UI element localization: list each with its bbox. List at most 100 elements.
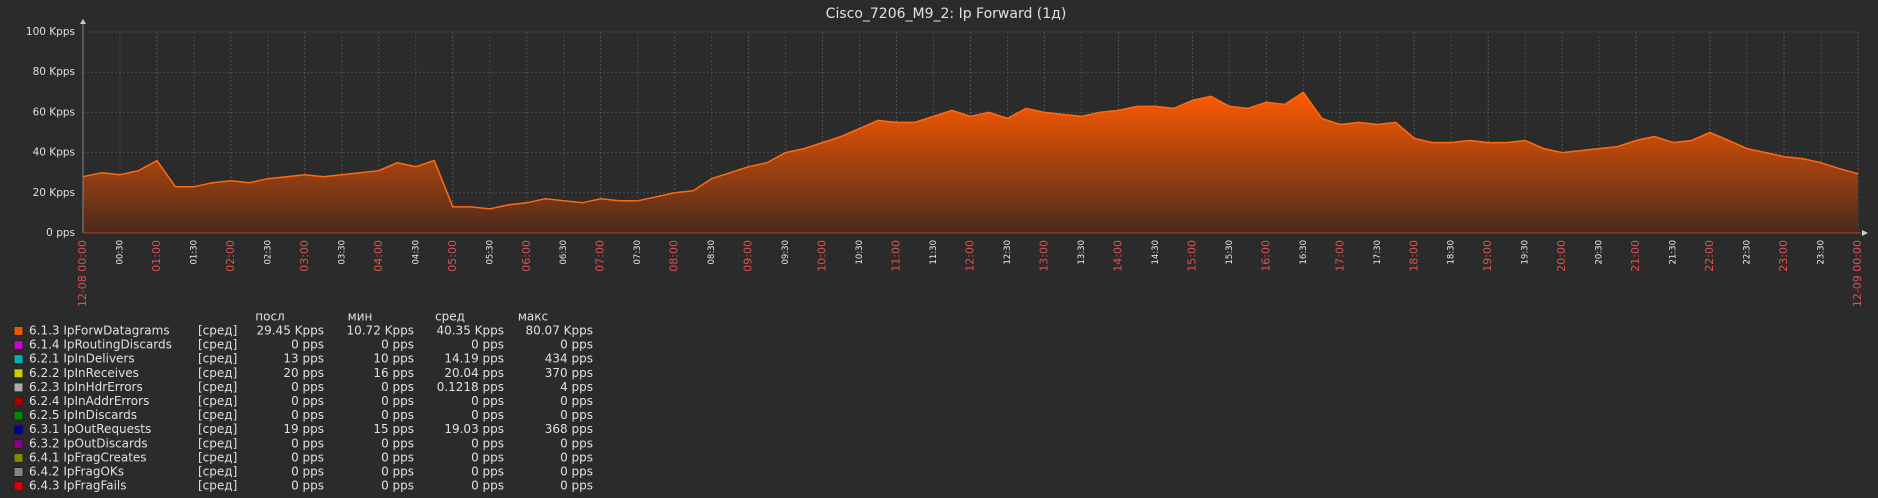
area	[83, 92, 1858, 233]
x-tick-label: 07:30	[633, 240, 643, 265]
legend-name: 6.4.1 IpFragCreates	[29, 450, 147, 464]
y-tick-label: 60 Kpps	[33, 106, 75, 118]
legend-name: 6.1.4 IpRoutingDiscards	[29, 338, 172, 352]
x-tick-label: 10:30	[855, 240, 865, 265]
legend-swatch	[13, 410, 24, 421]
legend-stat: 434 pps	[545, 352, 593, 366]
x-tick-label: 20:30	[1595, 240, 1605, 265]
legend-function: [сред]	[198, 324, 237, 338]
legend-name: 6.1.3 IpForwDatagrams	[29, 324, 170, 338]
x-tick-label: 02:00	[224, 240, 237, 272]
legend-stat: 0 pps	[291, 436, 324, 450]
x-tick-label: 22:30	[1743, 240, 1753, 265]
legend-stat: 0 pps	[471, 436, 504, 450]
legend-swatch	[13, 424, 24, 435]
x-tick-label: 03:00	[298, 240, 311, 272]
legend-stat: 368 pps	[545, 422, 593, 436]
x-axis-arrow	[1862, 230, 1868, 236]
x-tick-label: 17:00	[1333, 240, 1346, 272]
legend-function: [сред]	[198, 479, 237, 493]
legend-stat: 0 pps	[381, 338, 414, 352]
legend-function: [сред]	[198, 465, 237, 479]
legend-stat: 0 pps	[560, 408, 593, 422]
legend-function: [сред]	[198, 394, 237, 408]
legend-stat: 0 pps	[381, 436, 414, 450]
legend-stat: 80.07 Kpps	[525, 324, 593, 338]
legend-name: 6.2.3 IpInHdrErrors	[29, 380, 143, 394]
legend-stat: 0 pps	[381, 394, 414, 408]
x-tick-label: 01:30	[189, 240, 199, 265]
x-tick-label: 23:30	[1817, 240, 1827, 265]
x-tick-label: 07:00	[594, 240, 607, 272]
legend-stat: 0 pps	[560, 465, 593, 479]
x-tick-label: 12:00	[964, 240, 977, 272]
legend-function: [сред]	[198, 338, 237, 352]
x-tick-label: 19:00	[1481, 240, 1494, 272]
x-tick-label: 19:30	[1521, 240, 1531, 265]
legend-stat: 4 pps	[560, 380, 593, 394]
legend-swatch	[13, 368, 24, 379]
x-tick-label: 23:00	[1777, 240, 1790, 272]
x-tick-label: 16:00	[1259, 240, 1272, 272]
x-tick-label: 11:00	[890, 240, 903, 272]
x-tick-label: 16:30	[1299, 240, 1309, 265]
x-tick-label: 13:30	[1077, 240, 1087, 265]
x-tick-label: 08:00	[668, 240, 681, 272]
legend-stat: 20.04 pps	[444, 366, 504, 380]
y-axis-arrow	[80, 19, 86, 24]
x-tick-label: 04:30	[411, 240, 421, 265]
x-tick-label: 21:00	[1629, 240, 1642, 272]
legend-function: [сред]	[198, 450, 237, 464]
legend-stat: 0 pps	[381, 380, 414, 394]
y-tick-label: 20 Kpps	[33, 187, 75, 199]
legend-name: 6.2.1 IpInDelivers	[29, 352, 135, 366]
legend-swatch	[13, 467, 24, 477]
legend-name: 6.2.4 IpInAddrErrors	[29, 394, 149, 408]
x-tick-label: 18:30	[1447, 240, 1457, 265]
legend-stat: 0 pps	[291, 450, 324, 464]
x-tick-label: 05:30	[485, 240, 495, 265]
legend-stat: 0 pps	[291, 408, 324, 422]
legend-column-header: макс	[518, 310, 548, 324]
legend-stat: 0 pps	[381, 479, 414, 493]
legend-stat: 0 pps	[381, 450, 414, 464]
legend-stat: 0 pps	[291, 338, 324, 352]
x-tick-label: 15:30	[1225, 240, 1235, 265]
line	[82, 91, 1859, 210]
x-tick-label: 10:00	[816, 240, 829, 272]
legend-column-header: посл	[255, 310, 284, 324]
legend-function: [сред]	[198, 422, 237, 436]
legend-swatch	[13, 340, 24, 351]
x-tick-label: 04:00	[372, 240, 385, 272]
legend-name: 6.3.2 IpOutDiscards	[29, 436, 148, 450]
legend-stat: 0 pps	[291, 465, 324, 479]
legend-stat: 29.45 Kpps	[256, 324, 324, 338]
x-tick-label: 08:30	[707, 240, 717, 265]
legend-stat: 0 pps	[381, 465, 414, 479]
x-tick-label: 03:30	[337, 240, 347, 265]
x-tick-label: 12-08 00:00	[76, 240, 89, 307]
x-tick-label: 15:00	[1185, 240, 1198, 272]
legend-swatch	[13, 354, 24, 365]
x-tick-label: 13:00	[1037, 240, 1050, 272]
x-tick-label: 22:00	[1703, 240, 1716, 272]
x-tick-label: 12-09 00:00	[1851, 240, 1864, 307]
legend-stat: 0 pps	[471, 450, 504, 464]
legend-stat: 40.35 Kpps	[436, 324, 504, 338]
y-tick-label: 40 Kpps	[33, 147, 75, 159]
legend-name: 6.2.5 IpInDiscards	[29, 408, 137, 422]
legend-column-header: сред	[435, 310, 465, 324]
legend-swatch	[13, 396, 24, 407]
legend-stat: 370 pps	[545, 366, 593, 380]
x-tick-label: 06:00	[520, 240, 533, 272]
x-tick-label: 06:30	[559, 240, 569, 265]
legend-stat: 0 pps	[291, 394, 324, 408]
chart-title: Cisco_7206_M9_2: Ip Forward (1д)	[826, 6, 1067, 22]
legend-stat: 0 pps	[471, 338, 504, 352]
x-tick-label: 02:30	[263, 240, 273, 265]
x-tick-label: 00:30	[115, 240, 125, 265]
legend-stat: 0 pps	[471, 479, 504, 493]
legend-stat: 20 pps	[283, 366, 324, 380]
